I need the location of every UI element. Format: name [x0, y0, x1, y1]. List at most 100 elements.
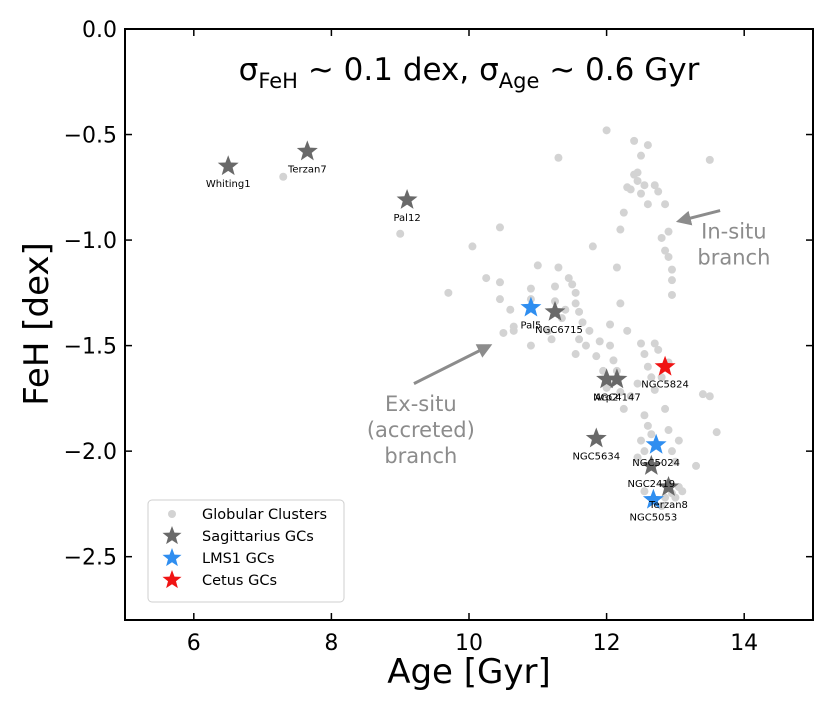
gc-point [640, 411, 649, 420]
star-ngc2419 [640, 454, 662, 475]
gc-point [698, 390, 707, 399]
gc-point [674, 436, 683, 445]
gc-point [595, 337, 604, 346]
label-ngc5634: NGC5634 [572, 451, 620, 462]
gc-point [650, 181, 659, 190]
annotation-text: branch [384, 444, 457, 468]
star-ngc5824 [654, 355, 676, 376]
annotation-arrow-1 [413, 344, 493, 385]
gc-point [619, 404, 628, 413]
gc-point [547, 335, 556, 344]
gc-point [568, 280, 577, 289]
label-ngc5024: NGC5024 [632, 458, 680, 469]
label-ngc5824: NGC5824 [641, 380, 689, 391]
gc-point [623, 326, 632, 335]
gc-point [640, 181, 649, 190]
gc-point [640, 447, 649, 456]
gc-point [633, 453, 642, 462]
gc-point [526, 284, 535, 293]
legend-label-sagittarius: Sagittarius GCs [202, 529, 314, 545]
gc-point [602, 126, 611, 135]
gc-point [643, 421, 652, 430]
star-ngc4147 [606, 368, 628, 389]
gc-point [616, 388, 625, 397]
gc-point [602, 383, 611, 392]
gc-point [633, 176, 642, 185]
y-tick-label: −2.0 [64, 440, 117, 465]
gc-point [667, 265, 676, 274]
cluster-labels: Whiting1Terzan7Pal12NGC6715Arp2NGC4147NG… [206, 164, 689, 523]
gc-point [571, 350, 580, 359]
gc-point [616, 299, 625, 308]
gc-point [643, 362, 652, 371]
chart-title: σFeH ~ 0.1 dex, σAge ~ 0.6 Gyr [239, 52, 700, 93]
gc-point [606, 320, 615, 329]
gc-point [661, 493, 670, 502]
y-tick-label: −1.5 [64, 335, 117, 360]
gc-point [712, 428, 721, 437]
title-sigma-2: σ [479, 52, 499, 88]
gc-point [657, 373, 666, 382]
star-markers [217, 140, 679, 509]
gc-point [678, 487, 687, 496]
gc-point [581, 341, 590, 350]
legend-label-gc: Globular Clusters [202, 507, 327, 523]
y-tick-label: −0.5 [64, 124, 117, 149]
gc-point [526, 341, 535, 350]
annotation-arrow-0 [675, 209, 721, 226]
gc-point [664, 252, 673, 261]
gc-point [561, 305, 570, 314]
gc-point [657, 233, 666, 242]
gc-point [643, 200, 652, 209]
gc-point [482, 274, 491, 283]
gc-point [506, 305, 515, 314]
gc-point [279, 172, 288, 181]
gc-point [468, 242, 477, 251]
star-terzan7 [296, 140, 318, 161]
gc-point [664, 227, 673, 236]
gc-point [671, 457, 680, 466]
gc-point [499, 328, 508, 337]
gc-point [705, 392, 714, 401]
gc-point [495, 223, 504, 232]
y-tick-label: −2.5 [64, 546, 117, 571]
gc-point [606, 341, 615, 350]
x-tick-label: 8 [324, 631, 338, 656]
gc-point [692, 461, 701, 470]
label-ngc5053: NGC5053 [630, 513, 678, 524]
title-mid-2: ~ 0.6 Gyr [539, 52, 699, 88]
gc-point [633, 168, 642, 177]
star-pal12 [396, 188, 418, 209]
gc-point [650, 339, 659, 348]
gc-point [575, 335, 584, 344]
gc-point [647, 373, 656, 382]
annotation-text: In-situ [701, 219, 766, 243]
x-tick-label: 14 [730, 631, 758, 656]
gc-point [661, 200, 670, 209]
gc-point [509, 326, 518, 335]
gc-point [396, 229, 405, 238]
gc-point [640, 487, 649, 496]
label-ngc2419: NGC2419 [627, 479, 675, 490]
gc-point [612, 263, 621, 272]
gc-point [564, 274, 573, 283]
legend-gc-marker [168, 510, 176, 518]
gc-point [575, 307, 584, 316]
annotation-text: branch [697, 245, 770, 269]
gc-point [650, 385, 659, 394]
gc-point [571, 288, 580, 297]
gc-point [654, 345, 663, 354]
x-tick-label: 12 [593, 631, 621, 656]
gc-point [533, 261, 542, 270]
gc-point [661, 404, 670, 413]
star-pal5 [520, 296, 542, 317]
y-tick-label: −1.0 [64, 229, 117, 254]
legend-cetus-marker [162, 570, 182, 589]
y-axis-label: FeH [dex] [17, 242, 57, 406]
gc-point [588, 242, 597, 251]
gc-point [571, 299, 580, 308]
gc-point [667, 447, 676, 456]
gc-point [640, 350, 649, 359]
annotation-text: (accreted) [367, 418, 475, 442]
